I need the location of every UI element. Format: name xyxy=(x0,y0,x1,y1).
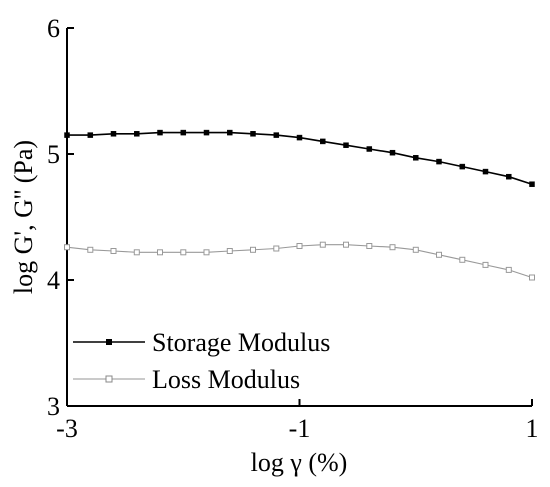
data-point-loss xyxy=(203,249,210,256)
data-point-storage xyxy=(320,138,326,145)
data-point-storage xyxy=(227,129,233,136)
legend-marker-loss xyxy=(105,375,113,383)
data-point-loss xyxy=(319,241,326,248)
data-point-loss xyxy=(529,274,535,281)
legend-label-loss: Loss Modulus xyxy=(152,365,300,394)
legend: Storage Modulus Loss Modulus xyxy=(73,328,330,394)
data-point-storage xyxy=(180,129,187,136)
ticks: -3 -1 1 3 4 5 6 xyxy=(47,14,539,443)
data-point-storage xyxy=(413,155,419,161)
data-point-loss xyxy=(436,251,442,258)
data-point-loss xyxy=(250,246,256,253)
data-point-storage xyxy=(64,132,70,138)
legend-item-storage: Storage Modulus xyxy=(73,328,330,357)
y-tick-label: 3 xyxy=(47,392,60,421)
data-point-storage xyxy=(436,158,442,165)
data-point-storage xyxy=(529,181,535,187)
data-point-storage xyxy=(482,168,489,175)
data-point-storage xyxy=(389,149,396,156)
legend-label-storage: Storage Modulus xyxy=(152,328,330,357)
data-point-loss xyxy=(505,266,512,273)
legend-marker-storage xyxy=(106,339,112,345)
y-tick-label: 6 xyxy=(47,14,60,43)
data-point-loss xyxy=(389,244,396,251)
x-tick-label: 1 xyxy=(526,414,539,443)
data-point-storage xyxy=(250,131,256,137)
x-axis-title: log γ (%) xyxy=(251,448,348,477)
data-point-loss xyxy=(180,249,187,256)
data-point-storage xyxy=(273,132,280,138)
data-point-storage xyxy=(87,132,94,138)
x-tick-label: -1 xyxy=(289,414,311,443)
series-layer xyxy=(64,129,535,281)
data-point-loss xyxy=(296,243,303,249)
data-point-loss xyxy=(226,248,233,254)
data-point-storage xyxy=(506,173,512,180)
data-point-loss xyxy=(273,245,280,252)
x-tick-label: -3 xyxy=(56,414,78,443)
data-point-storage xyxy=(110,131,117,137)
data-point-loss xyxy=(366,243,373,249)
y-tick-label: 4 xyxy=(47,266,60,295)
data-point-storage xyxy=(296,134,303,141)
data-point-storage xyxy=(203,129,210,136)
data-point-loss xyxy=(64,244,70,251)
data-point-loss xyxy=(343,241,349,248)
data-point-storage xyxy=(459,163,466,170)
data-point-loss xyxy=(157,249,163,256)
data-point-storage xyxy=(343,142,349,148)
data-point-loss xyxy=(459,256,466,263)
data-point-storage xyxy=(134,131,140,137)
data-point-loss xyxy=(482,261,489,268)
y-axis-title: log G', G'' (Pa) xyxy=(9,140,38,294)
data-point-storage xyxy=(157,129,163,136)
data-point-loss xyxy=(110,248,117,254)
data-point-storage xyxy=(366,146,373,152)
data-point-loss xyxy=(133,249,140,256)
data-point-loss xyxy=(87,246,94,253)
legend-item-loss: Loss Modulus xyxy=(73,365,300,394)
data-point-loss xyxy=(412,246,419,253)
y-tick-label: 5 xyxy=(47,140,60,169)
